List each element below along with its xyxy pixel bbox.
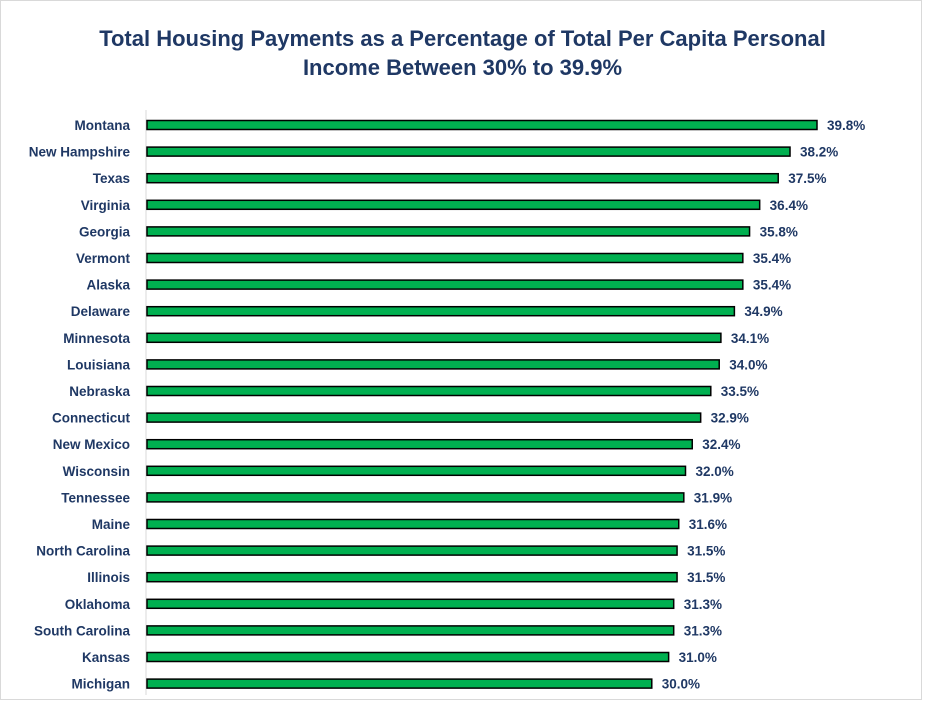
bar: [146, 172, 779, 184]
data-label: 32.4%: [702, 437, 740, 452]
bar: [146, 412, 702, 423]
bar: [146, 678, 653, 689]
data-label: 32.0%: [695, 464, 733, 479]
category-label: Tennessee: [61, 490, 130, 505]
bar: [146, 571, 678, 583]
category-label: Nebraska: [69, 384, 130, 399]
chart-title: Total Housing Payments as a Percentage o…: [0, 24, 925, 82]
category-label: Michigan: [71, 677, 130, 692]
category-label: Virginia: [81, 198, 131, 213]
category-label: Louisiana: [67, 357, 131, 372]
bar: [146, 625, 675, 636]
category-label: Connecticut: [52, 411, 131, 426]
category-label: Delaware: [71, 304, 131, 319]
category-label: Maine: [92, 517, 131, 532]
category-label: Montana: [75, 118, 131, 133]
data-label: 33.5%: [721, 384, 759, 399]
data-label: 34.0%: [729, 357, 767, 372]
category-label: Oklahoma: [65, 597, 131, 612]
data-label: 39.8%: [827, 118, 865, 133]
data-label: 34.9%: [744, 304, 782, 319]
data-label: 31.6%: [689, 517, 727, 532]
category-label: Illinois: [87, 570, 130, 585]
data-label: 37.5%: [788, 171, 826, 186]
data-label: 32.9%: [711, 411, 749, 426]
category-label: Minnesota: [63, 331, 130, 346]
data-label: 31.9%: [694, 490, 732, 505]
data-label: 31.3%: [684, 597, 722, 612]
category-label: Wisconsin: [63, 464, 130, 479]
category-label: New Hampshire: [29, 145, 131, 160]
category-label: Vermont: [76, 251, 131, 266]
data-label: 31.0%: [679, 650, 717, 665]
chart-title-line-2: Income Between 30% to 39.9%: [302, 55, 623, 80]
data-label: 35.4%: [753, 251, 791, 266]
bar: [146, 119, 818, 131]
data-label: 31.3%: [684, 623, 722, 638]
category-label: Alaska: [86, 278, 130, 293]
data-label: 34.1%: [731, 331, 769, 346]
bar: [146, 359, 720, 370]
bar: [146, 279, 744, 290]
chart-title-line-1: Total Housing Payments as a Percentage o…: [99, 26, 826, 51]
bar: [146, 305, 736, 317]
bar: [146, 332, 722, 344]
bar: [146, 465, 687, 477]
bar: [146, 598, 675, 610]
category-label: South Carolina: [34, 623, 130, 638]
data-label: 31.5%: [687, 544, 725, 559]
bar: [146, 385, 712, 397]
data-label: 38.2%: [800, 145, 838, 160]
data-label: 31.5%: [687, 570, 725, 585]
bar: [146, 492, 685, 503]
category-label: Texas: [93, 171, 130, 186]
data-label: 35.4%: [753, 278, 791, 293]
data-label: 30.0%: [662, 677, 700, 692]
bar: [146, 252, 744, 264]
category-label: North Carolina: [36, 544, 130, 559]
category-label: Kansas: [82, 650, 130, 665]
bar: [146, 199, 761, 211]
bar: [146, 438, 693, 450]
bar: [146, 226, 751, 237]
bar: [146, 651, 670, 663]
data-label: 36.4%: [770, 198, 808, 213]
data-label: 35.8%: [760, 224, 798, 239]
bar: [146, 518, 680, 530]
bar: [146, 545, 678, 556]
category-label: New Mexico: [53, 437, 130, 452]
bar: [146, 146, 791, 157]
category-label: Georgia: [79, 224, 131, 239]
